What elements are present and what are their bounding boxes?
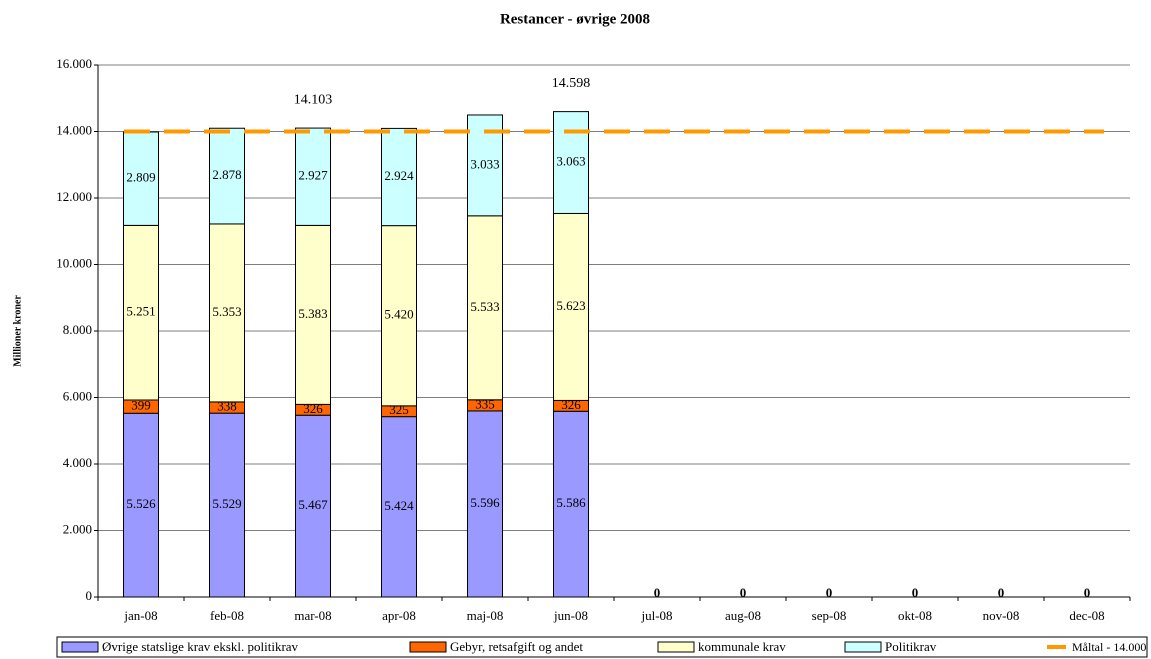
- bar-segment: [553, 212, 589, 401]
- legend-swatch: [844, 641, 882, 653]
- data-label: 5.353: [212, 304, 241, 319]
- bar-segment: [467, 215, 503, 401]
- y-tick-label: 2.000: [63, 521, 92, 536]
- legend-label: Øvrige statslige krav ekskl. politikrav: [102, 639, 299, 654]
- legend-label: kommunale krav: [698, 639, 786, 654]
- data-label: 3.033: [470, 156, 499, 171]
- x-tick-label: jun-08: [553, 608, 588, 623]
- data-label: 5.529: [212, 496, 241, 511]
- data-label: 5.533: [470, 299, 499, 314]
- total-label: 14.103: [294, 92, 333, 107]
- bar-segment: [123, 131, 159, 226]
- bar-segment: [381, 416, 417, 598]
- y-tick-label: 6.000: [63, 388, 92, 403]
- x-tick-label: jan-08: [123, 608, 157, 623]
- data-label: 3.063: [556, 154, 585, 169]
- y-tick-label: 4.000: [63, 455, 92, 470]
- data-label: 399: [131, 398, 151, 413]
- y-tick-label: 16.000: [56, 56, 92, 71]
- data-label: 5.467: [298, 497, 328, 512]
- data-label: 5.586: [556, 495, 586, 510]
- legend-label: Gebyr, retsafgift og andet: [450, 639, 583, 654]
- legend-label: Måltal - 14.000: [1072, 640, 1146, 654]
- legend-swatch: [657, 641, 695, 653]
- y-axis-label: Millioner kroner: [12, 295, 23, 367]
- bar-segment: [553, 111, 589, 214]
- data-label: 0: [740, 585, 747, 600]
- x-tick-label: maj-08: [467, 608, 504, 623]
- bar-segment: [209, 223, 245, 403]
- x-tick-label: okt-08: [898, 608, 932, 623]
- bar-segment: [295, 414, 331, 598]
- bar-segment: [123, 224, 159, 401]
- data-label: 5.251: [126, 304, 155, 319]
- x-tick-label: aug-08: [725, 608, 761, 623]
- y-tick-label: 12.000: [56, 189, 92, 204]
- data-label: 0: [1084, 585, 1091, 600]
- data-label: 0: [912, 585, 919, 600]
- data-label: 2.924: [384, 168, 414, 183]
- x-tick-label: sep-08: [812, 608, 847, 623]
- data-label: 5.383: [298, 306, 327, 321]
- y-tick-label: 10.000: [56, 255, 92, 270]
- data-label: 5.420: [384, 307, 413, 322]
- chart-title: Restancer - øvrige 2008: [500, 11, 650, 27]
- data-label: 5.424: [384, 498, 414, 513]
- bar-segment: [295, 127, 331, 226]
- bar-segment: [467, 410, 503, 598]
- x-tick-label: mar-08: [294, 608, 331, 623]
- data-label: 0: [826, 585, 833, 600]
- legend-swatch: [409, 641, 447, 653]
- x-tick-label: dec-08: [1069, 608, 1104, 623]
- bar-segment: [381, 127, 417, 227]
- data-label: 2.809: [126, 170, 155, 185]
- bar-segment: [209, 127, 245, 225]
- x-tick-label: nov-08: [983, 608, 1020, 623]
- data-label: 5.596: [470, 495, 500, 510]
- bar-segment: [295, 224, 331, 405]
- legend-box: [56, 636, 1148, 658]
- data-label: 2.878: [212, 167, 241, 182]
- total-label: 14.598: [552, 76, 591, 91]
- data-label: 0: [654, 585, 661, 600]
- data-label: 5.623: [556, 298, 585, 313]
- x-tick-label: feb-08: [210, 608, 244, 623]
- y-tick-label: 8.000: [63, 322, 92, 337]
- data-label: 0: [998, 585, 1005, 600]
- legend-label: Politikrav: [885, 639, 937, 654]
- data-label: 2.927: [298, 168, 328, 183]
- y-tick-label: 14.000: [56, 122, 92, 137]
- x-tick-label: jul-08: [640, 608, 672, 623]
- y-tick-label: 0: [86, 588, 93, 603]
- x-tick-label: apr-08: [382, 608, 416, 623]
- data-label: 5.526: [126, 496, 156, 511]
- bar-segment: [381, 225, 417, 407]
- legend-swatch: [61, 641, 99, 653]
